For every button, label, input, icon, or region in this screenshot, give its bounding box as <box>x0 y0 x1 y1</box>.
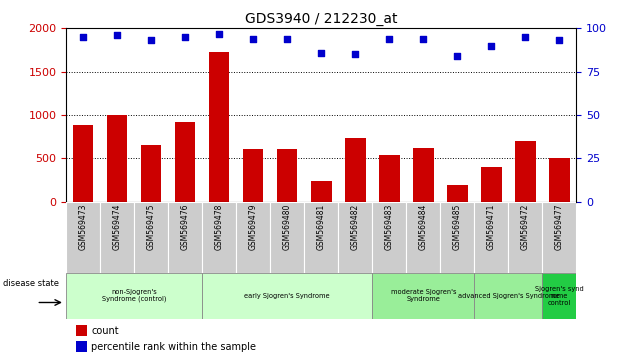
Bar <box>100 202 134 273</box>
Point <box>350 52 360 57</box>
Bar <box>481 167 501 202</box>
Text: GSM569472: GSM569472 <box>521 204 530 250</box>
Bar <box>440 202 474 273</box>
Text: GSM569480: GSM569480 <box>283 204 292 250</box>
Bar <box>141 145 161 202</box>
Bar <box>243 149 263 202</box>
Bar <box>168 202 202 273</box>
Bar <box>311 181 331 202</box>
Bar <box>270 202 304 273</box>
Bar <box>175 122 195 202</box>
Bar <box>134 202 168 273</box>
Text: moderate Sjogren's
Syndrome: moderate Sjogren's Syndrome <box>391 289 456 302</box>
Bar <box>236 202 270 273</box>
Text: Sjogren's synd
rome
control: Sjogren's synd rome control <box>535 286 584 306</box>
Text: GSM569485: GSM569485 <box>453 204 462 250</box>
Point <box>486 43 496 48</box>
Bar <box>515 141 535 202</box>
Text: GSM569477: GSM569477 <box>555 204 564 250</box>
Text: GSM569483: GSM569483 <box>385 204 394 250</box>
Text: advanced Sjogren's Syndrome: advanced Sjogren's Syndrome <box>457 293 559 298</box>
Text: GSM569482: GSM569482 <box>351 204 360 250</box>
Point <box>112 33 122 38</box>
Bar <box>413 148 433 202</box>
Text: GSM569473: GSM569473 <box>79 204 88 250</box>
Bar <box>447 185 467 202</box>
Bar <box>474 202 508 273</box>
Text: GSM569471: GSM569471 <box>487 204 496 250</box>
Bar <box>406 202 440 273</box>
Point <box>282 36 292 41</box>
Title: GDS3940 / 212230_at: GDS3940 / 212230_at <box>245 12 398 26</box>
Bar <box>474 273 542 319</box>
Bar <box>372 202 406 273</box>
Point <box>452 53 462 59</box>
Text: early Sjogren's Syndrome: early Sjogren's Syndrome <box>244 293 330 298</box>
Point <box>554 38 564 43</box>
Bar <box>66 202 100 273</box>
Text: GSM569481: GSM569481 <box>317 204 326 250</box>
Bar <box>209 52 229 202</box>
Bar <box>66 273 202 319</box>
Point <box>248 36 258 41</box>
Point <box>520 34 530 40</box>
Bar <box>372 273 474 319</box>
Text: GSM569475: GSM569475 <box>147 204 156 250</box>
Point <box>384 36 394 41</box>
Text: GSM569484: GSM569484 <box>419 204 428 250</box>
Bar <box>508 202 542 273</box>
Bar <box>304 202 338 273</box>
Bar <box>202 202 236 273</box>
Bar <box>277 149 297 202</box>
Text: non-Sjogren's
Syndrome (control): non-Sjogren's Syndrome (control) <box>102 289 166 302</box>
Bar <box>202 273 372 319</box>
Bar <box>379 155 399 202</box>
Bar <box>549 158 570 202</box>
Bar <box>76 325 87 336</box>
Bar <box>73 125 93 202</box>
Text: disease state: disease state <box>3 280 59 289</box>
Text: count: count <box>91 326 119 336</box>
Text: GSM569478: GSM569478 <box>215 204 224 250</box>
Text: GSM569474: GSM569474 <box>113 204 122 250</box>
Point <box>180 34 190 40</box>
Text: GSM569476: GSM569476 <box>181 204 190 250</box>
Bar <box>542 273 576 319</box>
Bar <box>338 202 372 273</box>
Point <box>146 38 156 43</box>
Text: GSM569479: GSM569479 <box>249 204 258 250</box>
Point <box>214 31 224 36</box>
Point <box>418 36 428 41</box>
Text: percentile rank within the sample: percentile rank within the sample <box>91 342 256 352</box>
Point <box>78 34 88 40</box>
Bar <box>542 202 576 273</box>
Bar <box>345 138 365 202</box>
Bar <box>76 341 87 352</box>
Point <box>316 50 326 56</box>
Bar <box>107 115 127 202</box>
